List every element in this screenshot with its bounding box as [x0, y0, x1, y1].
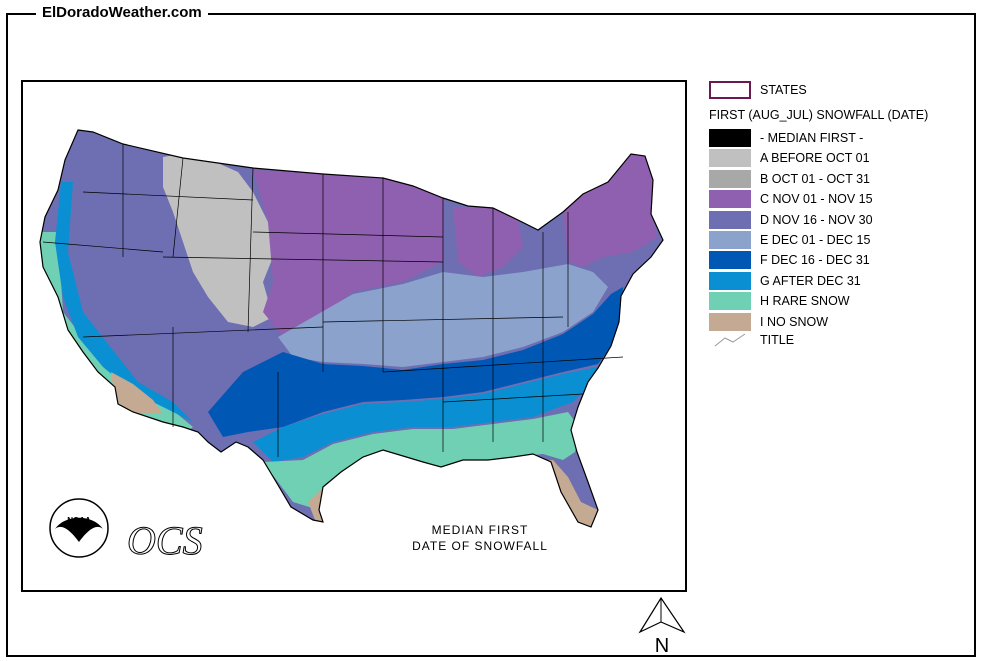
legend-swatch: [709, 210, 751, 229]
legend-item: F DEC 16 - DEC 31: [709, 250, 870, 270]
site-title: ElDoradoWeather.com: [36, 3, 208, 23]
legend-item: H RARE SNOW: [709, 291, 850, 311]
map-caption-line1: MEDIAN FIRST: [431, 523, 529, 537]
legend-item-label: B OCT 01 - OCT 31: [760, 171, 870, 186]
states-swatch: [709, 81, 751, 99]
legend-states: STATES: [709, 80, 807, 100]
legend-swatch: [709, 251, 751, 270]
snowfall-zone: [563, 154, 658, 267]
snowfall-zones: [40, 130, 663, 527]
legend-title-label: TITLE: [760, 333, 795, 347]
snowfall-zone: [55, 182, 193, 422]
title-line-icon: [714, 333, 746, 347]
legend-swatch: [709, 129, 751, 147]
state-borders: [42, 144, 624, 457]
legend-item-label: E DEC 01 - DEC 15: [760, 233, 871, 247]
legend-swatch: [709, 190, 751, 209]
map-caption: MEDIAN FIRST DATE OF SNOWFALL: [395, 522, 565, 554]
legend-swatch: [709, 169, 751, 188]
legend-item: I NO SNOW: [709, 312, 828, 332]
noaa-text: NOAA: [67, 516, 91, 525]
legend-item: C NOV 01 - NOV 15: [709, 189, 873, 209]
legend-states-label: STATES: [760, 83, 807, 97]
snowfall-zone: [253, 170, 443, 337]
map-panel: NOAA OCS MEDIAN FIRST DATE OF SNOWFALL: [21, 80, 687, 592]
snowfall-zone: [208, 287, 623, 437]
legend-item-label: H RARE SNOW: [760, 294, 850, 309]
legend-item: G AFTER DEC 31: [709, 271, 861, 291]
us-snowfall-map: NOAA OCS: [39, 129, 664, 564]
snowfall-zone: [163, 152, 273, 327]
legend-item-label: - MEDIAN FIRST -: [760, 131, 864, 145]
legend-title: TITLE: [709, 330, 794, 350]
legend-item: E DEC 01 - DEC 15: [709, 230, 870, 250]
legend-item: - MEDIAN FIRST -: [709, 128, 863, 148]
legend-item-label: A BEFORE OCT 01: [760, 151, 870, 166]
legend-item-label: I NO SNOW: [760, 314, 829, 329]
legend-item: D NOV 16 - NOV 30: [709, 210, 873, 230]
legend-swatch: [709, 312, 751, 331]
snowfall-zone: [453, 207, 523, 277]
snowfall-zone: [523, 460, 598, 527]
noaa-logo: NOAA: [49, 498, 109, 558]
north-label: N: [655, 635, 669, 656]
snowfall-zone: [253, 367, 598, 462]
legend-swatch: [709, 292, 751, 311]
legend-swatch: [709, 231, 751, 249]
legend-item: A BEFORE OCT 01: [709, 148, 870, 168]
legend-item-label: C NOV 01 - NOV 15: [760, 192, 873, 207]
legend-swatch: [709, 271, 751, 290]
legend-heading: FIRST (AUG_JUL) SNOWFALL (DATE): [709, 108, 929, 122]
legend-item: B OCT 01 - OCT 31: [709, 169, 870, 189]
legend-swatch: [709, 149, 751, 168]
outer-frame: [6, 13, 976, 657]
snowfall-zone: [111, 372, 163, 414]
map-caption-line2: DATE OF SNOWFALL: [412, 539, 548, 553]
legend-item-label: D NOV 16 - NOV 30: [760, 212, 873, 227]
north-arrow-icon: N: [638, 596, 686, 656]
legend-item-label: F DEC 16 - DEC 31: [760, 253, 870, 268]
legend-item-label: G AFTER DEC 31: [760, 273, 861, 288]
ocs-logo-text: OCS: [127, 518, 203, 563]
